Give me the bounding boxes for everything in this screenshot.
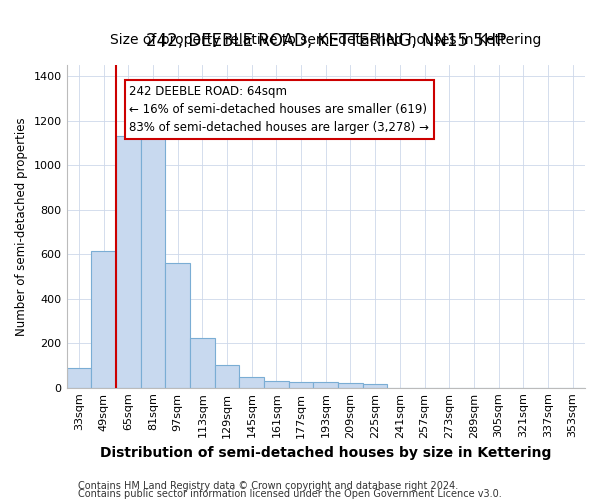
Bar xyxy=(165,263,190,388)
Bar xyxy=(140,136,165,388)
Y-axis label: Number of semi-detached properties: Number of semi-detached properties xyxy=(15,117,28,336)
Bar xyxy=(313,382,338,388)
Text: Contains public sector information licensed under the Open Government Licence v3: Contains public sector information licen… xyxy=(78,489,502,499)
Bar xyxy=(289,382,313,388)
Bar xyxy=(116,136,140,388)
Bar xyxy=(363,384,388,388)
Bar xyxy=(264,381,289,388)
Bar xyxy=(190,338,215,388)
Bar xyxy=(67,368,91,388)
Bar xyxy=(239,376,264,388)
Text: Size of property relative to semi-detached houses in Kettering: Size of property relative to semi-detach… xyxy=(110,34,541,48)
Title: 242, DEEBLE ROAD, KETTERING, NN15 5HP: 242, DEEBLE ROAD, KETTERING, NN15 5HP xyxy=(146,32,506,50)
Text: Contains HM Land Registry data © Crown copyright and database right 2024.: Contains HM Land Registry data © Crown c… xyxy=(78,481,458,491)
Bar xyxy=(91,251,116,388)
Text: 242 DEEBLE ROAD: 64sqm
← 16% of semi-detached houses are smaller (619)
83% of se: 242 DEEBLE ROAD: 64sqm ← 16% of semi-det… xyxy=(130,85,430,134)
Bar xyxy=(338,383,363,388)
X-axis label: Distribution of semi-detached houses by size in Kettering: Distribution of semi-detached houses by … xyxy=(100,446,551,460)
Bar xyxy=(215,366,239,388)
